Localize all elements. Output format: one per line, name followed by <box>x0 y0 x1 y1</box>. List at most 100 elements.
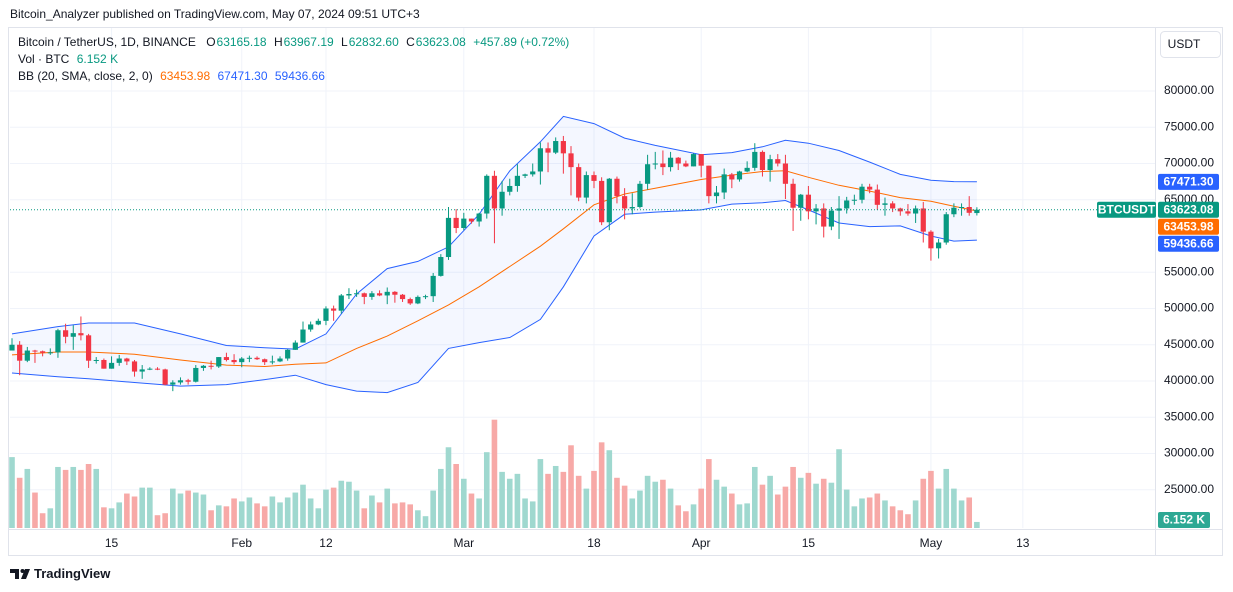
y-tick-label: 70000.00 <box>1164 156 1214 170</box>
price-badge-label: 63623.08 <box>1163 202 1213 216</box>
volume-bar <box>591 470 597 528</box>
band-fill <box>12 116 977 393</box>
candle-body <box>798 194 804 208</box>
currency-label[interactable]: USDT <box>1168 37 1201 51</box>
volume-bar <box>254 503 260 528</box>
volume-bar <box>637 490 643 528</box>
volume-bar <box>499 471 505 528</box>
volume-bar <box>537 459 544 528</box>
candle-body <box>269 361 275 363</box>
price-badge-label: 63453.98 <box>1163 219 1213 233</box>
candle-body <box>606 178 612 223</box>
volume-bar <box>415 510 421 528</box>
candle-body <box>369 293 375 297</box>
x-tick-label: 18 <box>587 536 601 550</box>
candle-body <box>859 186 865 200</box>
volume-bar <box>208 510 214 528</box>
volume-bar <box>514 473 521 528</box>
candle-body <box>514 175 521 186</box>
candle-body <box>660 163 666 168</box>
candle-body <box>170 382 176 385</box>
volume-bar <box>277 502 283 528</box>
volume-bar <box>644 475 651 528</box>
candle-body <box>438 257 444 276</box>
volume-bar <box>215 505 222 528</box>
symbol-badge <box>1097 201 1156 218</box>
candle-body <box>108 362 115 369</box>
candle-body <box>545 148 551 153</box>
volume-bar <box>261 506 268 528</box>
volume-bar <box>269 496 276 528</box>
volume-bar <box>323 489 329 528</box>
candle-body <box>744 167 750 172</box>
volume-title: Vol · BTC <box>18 52 70 66</box>
price-badge <box>1158 201 1219 218</box>
candle-body <box>874 189 880 205</box>
candle-body <box>867 186 873 190</box>
x-tick-label: Apr <box>692 536 711 550</box>
candle-body <box>277 358 283 362</box>
volume-bar <box>47 508 54 528</box>
candle-body <box>698 154 704 166</box>
volume-bar <box>307 498 314 528</box>
volume-bar <box>139 487 145 528</box>
volume-bar <box>300 484 306 528</box>
volume-bar <box>346 481 352 528</box>
candle-body <box>736 171 743 180</box>
candle-body <box>752 151 758 168</box>
y-tick-label: 35000.00 <box>1164 409 1214 423</box>
volume-bar <box>461 478 467 528</box>
candle-body <box>40 351 46 353</box>
volume-bar <box>407 504 414 528</box>
volume-bar <box>874 493 881 528</box>
volume-bar <box>690 504 697 528</box>
ohlc-label: O <box>206 35 216 49</box>
volume-bar <box>147 487 153 528</box>
volume-bar <box>843 489 850 528</box>
x-tick-label: 13 <box>1016 536 1030 550</box>
legend-row: Vol · BTC 6.152 K <box>18 51 573 68</box>
volume-bar <box>55 466 61 528</box>
candle-body <box>445 217 452 258</box>
candle-body <box>223 357 230 360</box>
ohlc-label: C <box>406 35 415 49</box>
chart-frame <box>8 27 1223 556</box>
volume-bar <box>39 513 46 528</box>
candle-body <box>392 291 398 295</box>
ohlc-value: 63165.18 <box>216 35 267 49</box>
candle-body <box>116 358 122 363</box>
volume-bar <box>62 469 69 528</box>
volume-badge <box>1158 512 1210 528</box>
volume-bar <box>629 498 636 528</box>
candle-body <box>331 308 337 311</box>
candle-body <box>63 330 69 337</box>
candle-body <box>361 293 367 297</box>
plot <box>9 115 1155 528</box>
candle-body <box>101 359 107 369</box>
volume-bar <box>445 447 452 528</box>
candle-body <box>583 175 589 198</box>
volume-bar <box>652 481 659 528</box>
symbol: Bitcoin / TetherUS, 1D, BINANCE <box>18 35 196 49</box>
grid <box>10 28 1155 528</box>
volume-bar <box>369 495 375 528</box>
volume-bar <box>101 507 107 528</box>
volume-bar <box>882 500 888 528</box>
bb-title: BB (20, SMA, close, 2, 0) <box>18 69 153 83</box>
volume-bar <box>583 488 590 528</box>
candle-body <box>913 208 919 214</box>
price-badge <box>1158 218 1219 235</box>
candle-body <box>844 200 850 209</box>
candle-body <box>759 151 766 171</box>
volume-bar <box>124 493 130 528</box>
candle-body <box>292 342 298 350</box>
upper-band <box>11 115 977 350</box>
bb-middle: 63453.98 <box>160 69 211 83</box>
currency-button[interactable] <box>1160 31 1221 58</box>
volume-bar <box>32 492 38 528</box>
volume-bar <box>522 498 528 528</box>
volume-bar <box>966 497 973 528</box>
volume-bar <box>943 468 950 528</box>
candle-body <box>17 344 23 361</box>
